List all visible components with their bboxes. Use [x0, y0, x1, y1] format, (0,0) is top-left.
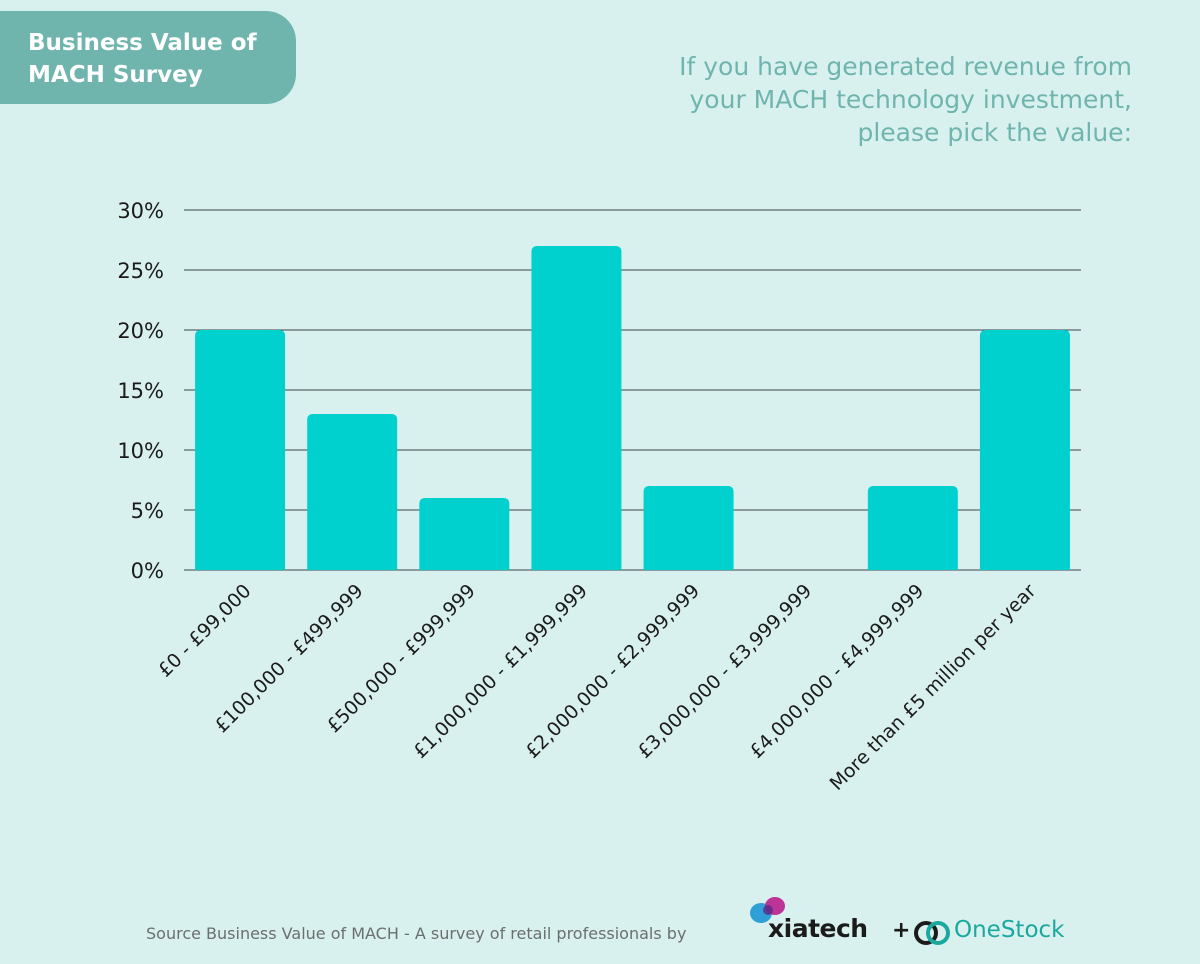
revenue-bar-chart: 0% 5% 10% 15% 20% 25% 30% £0 - £99,000£100,000…	[117, 199, 1081, 795]
bar-7	[979, 330, 1070, 570]
bar-0	[195, 330, 286, 570]
y-tick-label-5: 5%	[131, 499, 164, 523]
onestock-logo-wordmark: OneStock	[954, 917, 1065, 943]
xiatech-logo-wordmark: xiatech	[768, 914, 868, 943]
survey-title-line-1: Business Value of	[28, 30, 257, 56]
xiatech-logo: xiatech	[748, 894, 888, 946]
x-tick-label-7: More than £5 million per year	[826, 580, 1041, 795]
bar-3	[531, 246, 622, 570]
onestock-logo: OneStock	[914, 916, 1074, 952]
y-tick-label-20: 20%	[117, 319, 164, 343]
y-tick-label-10: 10%	[117, 439, 164, 463]
chart-x-tick-labels: £0 - £99,000£100,000 - £499,999£500,000 …	[154, 580, 1041, 795]
chart-y-tick-labels: 0% 5% 10% 15% 20% 25% 30%	[117, 199, 164, 583]
bar-4	[643, 486, 734, 570]
y-tick-label-30: 30%	[117, 199, 164, 223]
survey-title-badge: Business Value of MACH Survey	[0, 11, 296, 104]
y-tick-label-15: 15%	[117, 379, 164, 403]
question-line-2: your MACH technology investment,	[689, 85, 1132, 114]
chart-bars	[195, 246, 1070, 570]
question-line-1: If you have generated revenue from	[679, 52, 1132, 81]
bar-2	[419, 498, 510, 570]
xiatech-logo-mark	[750, 897, 785, 923]
bar-6	[867, 486, 958, 570]
y-tick-label-25: 25%	[117, 259, 164, 283]
survey-title-line-2: MACH Survey	[28, 62, 203, 88]
logo-plus-sign: +	[892, 918, 911, 943]
x-tick-label-0: £0 - £99,000	[154, 580, 256, 682]
source-note: Source Business Value of MACH - A survey…	[146, 924, 687, 943]
y-tick-label-0: 0%	[131, 559, 164, 583]
bar-1	[307, 414, 398, 570]
onestock-logo-mark	[914, 921, 950, 945]
survey-question: If you have generated revenue from your …	[572, 50, 1132, 149]
question-line-3: please pick the value:	[857, 118, 1132, 147]
